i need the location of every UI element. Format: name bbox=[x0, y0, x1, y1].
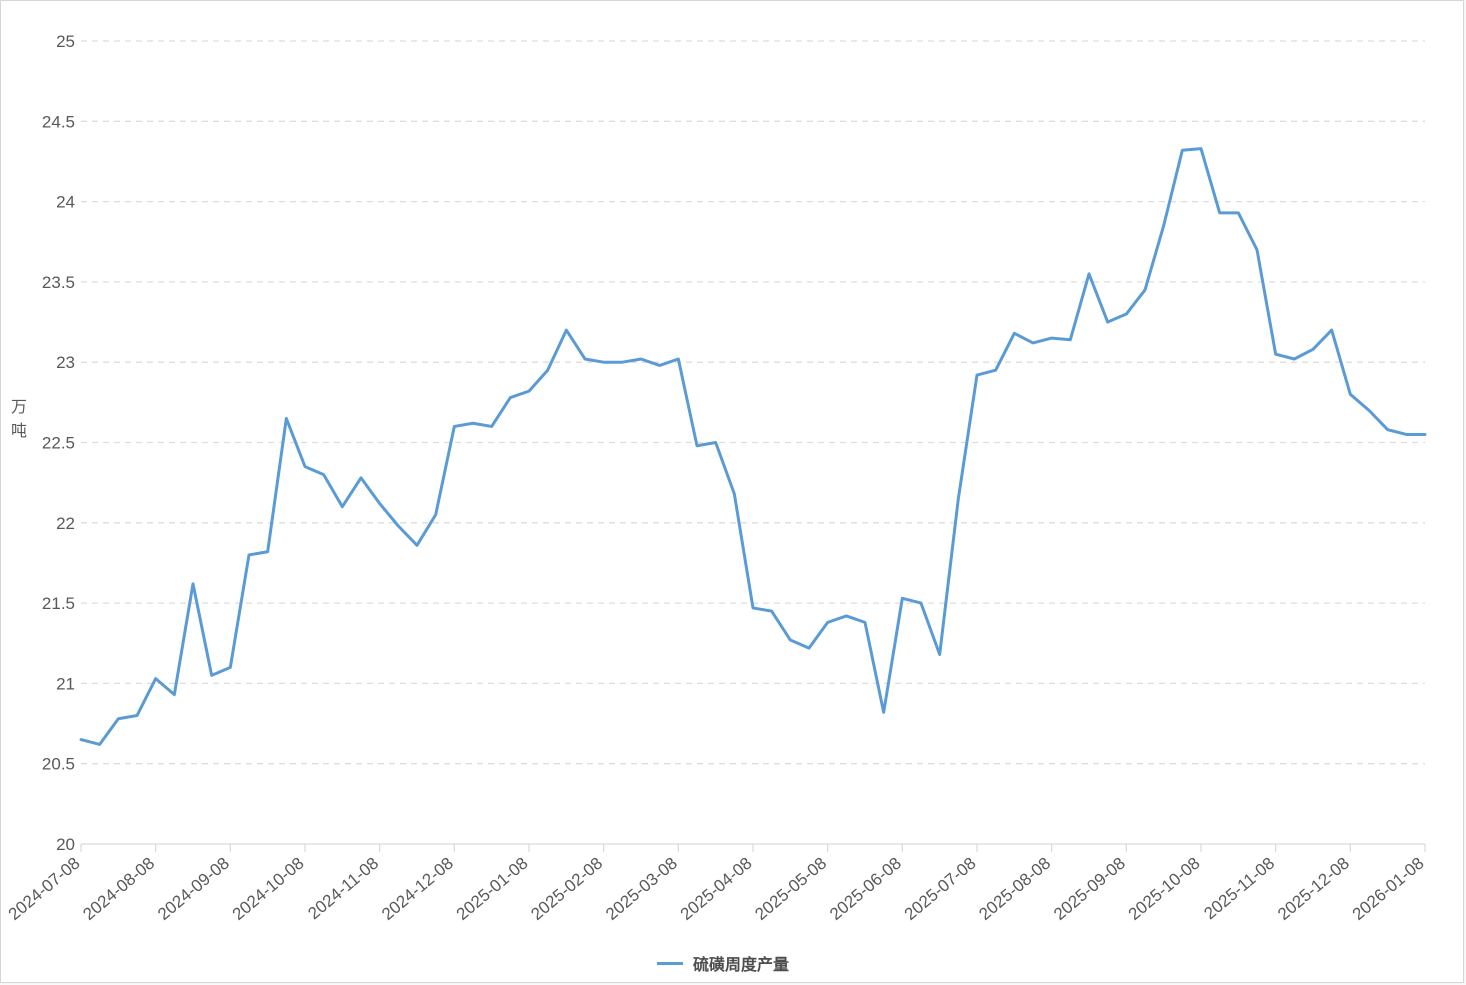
svg-text:23: 23 bbox=[56, 353, 75, 372]
svg-text:25: 25 bbox=[56, 32, 75, 51]
svg-text:2025-12-08: 2025-12-08 bbox=[1274, 854, 1353, 924]
svg-text:2024-12-08: 2024-12-08 bbox=[378, 854, 457, 924]
svg-text:2025-01-08: 2025-01-08 bbox=[453, 854, 532, 924]
svg-text:2025-07-08: 2025-07-08 bbox=[901, 854, 980, 924]
svg-text:2025-08-08: 2025-08-08 bbox=[975, 854, 1054, 924]
svg-text:21: 21 bbox=[56, 674, 75, 693]
svg-text:2025-11-08: 2025-11-08 bbox=[1200, 854, 1278, 924]
svg-text:24: 24 bbox=[56, 193, 75, 212]
svg-text:2024-08-08: 2024-08-08 bbox=[79, 854, 158, 924]
svg-text:2025-03-08: 2025-03-08 bbox=[602, 854, 681, 924]
svg-text:2025-10-08: 2025-10-08 bbox=[1125, 854, 1204, 924]
svg-text:2024-09-08: 2024-09-08 bbox=[154, 854, 233, 924]
svg-text:2024-07-08: 2024-07-08 bbox=[5, 854, 84, 924]
svg-text:2025-05-08: 2025-05-08 bbox=[751, 854, 830, 924]
svg-text:21.5: 21.5 bbox=[42, 594, 75, 613]
svg-text:2025-09-08: 2025-09-08 bbox=[1050, 854, 1129, 924]
svg-text:2025-06-08: 2025-06-08 bbox=[826, 854, 905, 924]
svg-text:22.5: 22.5 bbox=[42, 434, 75, 453]
svg-text:2024-10-08: 2024-10-08 bbox=[229, 854, 308, 924]
svg-text:2025-02-08: 2025-02-08 bbox=[527, 854, 606, 924]
svg-text:20: 20 bbox=[56, 835, 75, 854]
svg-text:2024-11-08: 2024-11-08 bbox=[304, 854, 382, 924]
svg-text:24.5: 24.5 bbox=[42, 112, 75, 131]
svg-text:20.5: 20.5 bbox=[42, 755, 75, 774]
svg-text:23.5: 23.5 bbox=[42, 273, 75, 292]
svg-text:2025-04-08: 2025-04-08 bbox=[677, 854, 756, 924]
svg-text:22: 22 bbox=[56, 514, 75, 533]
svg-text:2026-01-08: 2026-01-08 bbox=[1349, 854, 1428, 924]
